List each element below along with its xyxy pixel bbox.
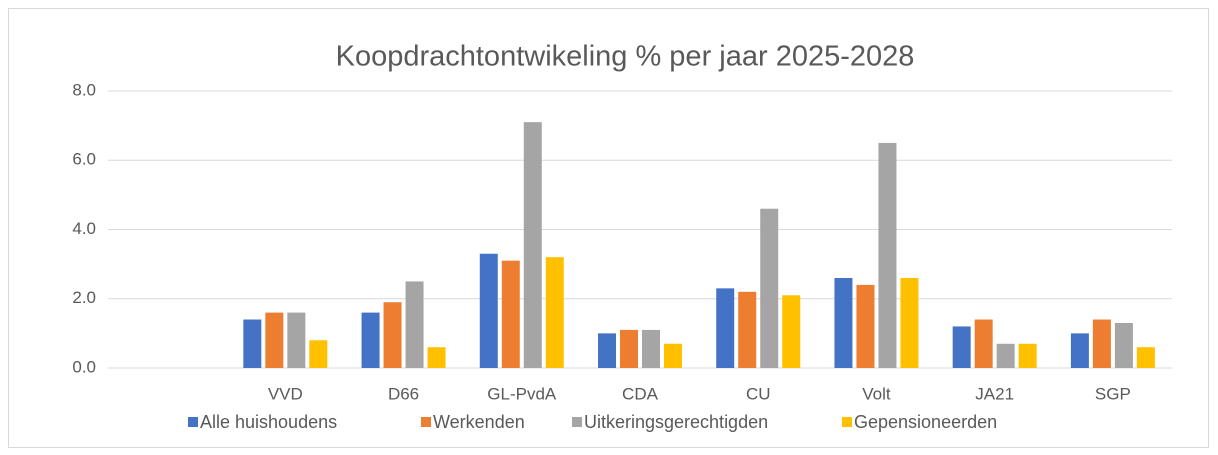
chart-title: Koopdrachtontwikeling % per jaar 2025-20… bbox=[336, 41, 915, 73]
bar bbox=[974, 319, 993, 368]
bar bbox=[856, 284, 875, 368]
x-tick-label: JA21 bbox=[975, 384, 1014, 403]
bar bbox=[996, 343, 1015, 368]
chart-border bbox=[8, 8, 1209, 448]
y-tick-label: 0.0 bbox=[72, 357, 96, 376]
x-tick-label: D66 bbox=[388, 384, 419, 403]
x-tick-label: CDA bbox=[622, 384, 659, 403]
bar bbox=[361, 312, 380, 368]
bar bbox=[952, 326, 971, 368]
legend-label: Werkenden bbox=[433, 412, 525, 432]
y-tick-label: 2.0 bbox=[72, 288, 96, 307]
y-tick-label: 8.0 bbox=[72, 80, 96, 99]
legend-swatch bbox=[572, 417, 582, 427]
legend-swatch bbox=[421, 417, 431, 427]
x-tick-label: CU bbox=[746, 384, 771, 403]
bar bbox=[1018, 343, 1037, 368]
bar bbox=[760, 208, 779, 368]
bar bbox=[664, 343, 682, 368]
bar bbox=[716, 288, 735, 368]
bar bbox=[782, 295, 801, 368]
bar bbox=[598, 333, 616, 368]
bar bbox=[383, 302, 402, 368]
bar bbox=[900, 277, 919, 368]
bar bbox=[265, 312, 284, 368]
legend-swatch bbox=[842, 417, 852, 427]
bar bbox=[545, 257, 564, 368]
y-tick-label: 4.0 bbox=[72, 219, 96, 238]
bar bbox=[287, 312, 306, 368]
bar bbox=[878, 142, 897, 368]
x-tick-label: GL-PvdA bbox=[487, 384, 557, 403]
bar bbox=[243, 319, 262, 368]
bar bbox=[501, 260, 520, 368]
legend-label: Alle huishoudens bbox=[200, 412, 337, 432]
x-tick-label: SGP bbox=[1095, 384, 1131, 403]
x-tick-label: VVD bbox=[268, 384, 303, 403]
bar bbox=[1070, 333, 1089, 368]
bar bbox=[1136, 347, 1155, 368]
bar bbox=[479, 253, 498, 368]
bar bbox=[620, 329, 638, 368]
legend-label: Gepensioneerden bbox=[854, 412, 997, 432]
bar bbox=[642, 329, 660, 368]
y-tick-label: 6.0 bbox=[72, 150, 96, 169]
bar bbox=[427, 347, 446, 368]
bar bbox=[1092, 319, 1111, 368]
legend-label: Uitkeringsgerechtigden bbox=[584, 412, 768, 432]
bar bbox=[738, 291, 757, 368]
bar bbox=[523, 122, 542, 368]
bar bbox=[309, 340, 328, 368]
bar bbox=[1114, 322, 1133, 368]
x-tick-label: Volt bbox=[862, 384, 891, 403]
bar bbox=[405, 281, 424, 368]
legend-swatch bbox=[188, 417, 198, 427]
bar bbox=[834, 277, 853, 368]
